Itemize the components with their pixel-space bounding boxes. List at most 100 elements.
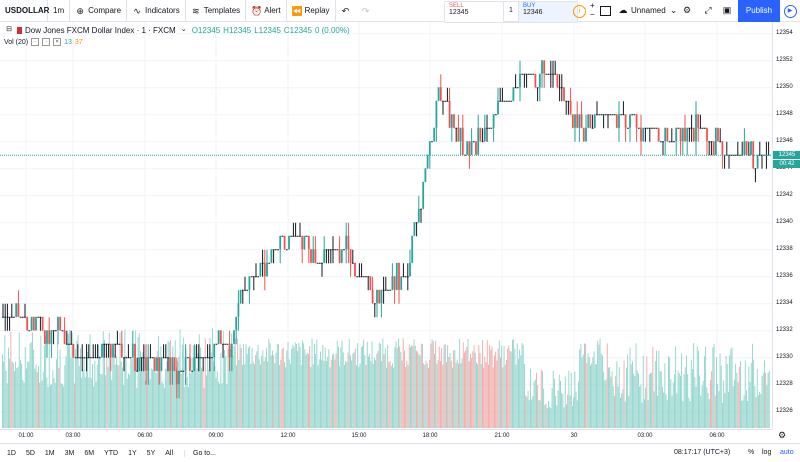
volume-bar — [599, 338, 601, 428]
volume-bar — [252, 361, 254, 428]
price-axis[interactable]: 1235412352123501234812346123441234212340… — [772, 22, 800, 429]
volume-bar — [620, 397, 621, 428]
clock[interactable]: 08:17:17 (UTC+3) — [674, 449, 731, 456]
chevron-down-icon[interactable]: ⌄ — [180, 26, 187, 33]
price-tick: 12350 — [776, 83, 793, 90]
time-tick: 06:00 — [709, 433, 725, 439]
price-bar-body — [684, 127, 686, 142]
layout-select-icon[interactable] — [600, 6, 611, 16]
gear-icon[interactable]: ⚙ — [682, 5, 692, 15]
alert-button[interactable]: ⏰ Alert — [246, 0, 287, 22]
axis-settings-icon[interactable]: ⚙ — [778, 430, 787, 440]
interval-button[interactable]: 1m — [48, 0, 71, 22]
price-bar-body — [607, 114, 609, 116]
range-button[interactable]: 5D — [25, 449, 35, 457]
price-bar-body — [19, 316, 22, 318]
volume-bar — [136, 387, 138, 428]
zoom-out-icon[interactable]: − — [590, 10, 595, 19]
volume-bar — [288, 359, 290, 428]
range-button[interactable]: 1D — [7, 449, 16, 457]
publish-menu-button[interactable]: ▶ — [780, 0, 800, 22]
range-button[interactable]: 1Y — [128, 449, 137, 457]
volume-bar — [224, 350, 225, 428]
time-axis[interactable]: 01:00 03:00 06:00 09:00 12:00 15:00 18:00 21:00… — [0, 429, 772, 443]
range-button[interactable]: 3M — [64, 449, 75, 457]
price-bar-body — [745, 141, 748, 155]
price-bar-body — [103, 343, 106, 345]
redo-button[interactable]: ↷ — [356, 0, 376, 22]
volume-bar — [483, 367, 485, 428]
publish-button[interactable]: Publish — [738, 0, 780, 22]
volume-bar — [621, 393, 623, 428]
volume-bar — [303, 343, 305, 428]
volume-bar — [200, 347, 201, 428]
goto-button[interactable]: Go to... — [184, 449, 224, 457]
sell-button[interactable]: SELL 12345 — [445, 2, 503, 22]
volume-bar — [342, 352, 344, 428]
legend-title[interactable]: Dow Jones FXCM Dollar Index · 1 · FXCM — [25, 25, 176, 35]
price-bar-body — [263, 262, 266, 277]
buy-button[interactable]: BUY 12346 — [519, 2, 577, 22]
volume-bar — [636, 370, 638, 428]
range-button[interactable]: YTD — [104, 449, 119, 457]
settings-icon[interactable]: · — [42, 38, 51, 46]
price-bar-body — [343, 249, 345, 251]
auto-toggle[interactable]: auto — [780, 449, 794, 456]
volume-bar — [550, 407, 552, 428]
volume-bar — [545, 403, 547, 428]
volume-bar — [92, 363, 93, 428]
volume-bar — [261, 356, 263, 428]
compare-button[interactable]: ⊕ Compare — [70, 0, 128, 22]
zoom-in-icon[interactable]: + — [590, 1, 595, 10]
volume-bar — [144, 380, 146, 428]
fullscreen-icon[interactable]: ⤢ — [704, 5, 712, 15]
volume-bar — [406, 360, 408, 428]
info-icon[interactable]: i — [573, 5, 586, 18]
price-bar-body — [613, 114, 616, 116]
camera-icon[interactable]: ▣ — [722, 5, 732, 15]
range-button[interactable]: All — [165, 449, 174, 457]
templates-button[interactable]: ≋ Templates — [186, 0, 247, 22]
price-bar-body — [750, 141, 752, 155]
range-button[interactable]: 1M — [44, 449, 55, 457]
volume-bar — [700, 395, 702, 428]
log-toggle[interactable]: log — [762, 449, 772, 456]
percent-toggle[interactable]: % — [748, 449, 755, 456]
volume-bar — [479, 353, 481, 428]
price-bar-body — [57, 316, 59, 331]
price-chart[interactable] — [0, 22, 772, 429]
hide-icon[interactable]: · — [31, 38, 40, 46]
price-bar-body — [563, 87, 565, 101]
volume-bar — [749, 382, 751, 428]
volume-bar — [266, 348, 267, 428]
price-bar-body — [543, 60, 546, 74]
volume-bar — [520, 355, 522, 428]
volume-bar — [353, 352, 355, 428]
legend-change: 0 (0.00%) — [314, 25, 350, 35]
volume-bar — [693, 343, 695, 428]
replay-button[interactable]: ⏪ Replay — [287, 0, 336, 22]
layout-name-button[interactable]: ☁ Unnamed ⌄ — [618, 5, 679, 15]
volume-bar — [357, 343, 359, 428]
price-bar-body — [373, 303, 376, 305]
close-icon[interactable]: × — [53, 38, 62, 46]
undo-button[interactable]: ↶ — [336, 0, 356, 22]
indicators-button[interactable]: ∿ Indicators — [127, 0, 186, 22]
price-bar-body — [380, 289, 383, 304]
price-bar-body — [85, 357, 88, 359]
price-bar-body — [68, 343, 70, 345]
price-bar-body — [87, 357, 90, 359]
range-button[interactable]: 6M — [84, 449, 95, 457]
volume-bar — [434, 354, 435, 428]
volume-label[interactable]: Vol (20) — [4, 38, 29, 46]
collapse-icon[interactable]: ⊟ — [6, 26, 12, 33]
volume-bar — [405, 367, 407, 428]
volume-bar — [525, 395, 527, 428]
volume-bar — [363, 339, 365, 428]
range-button[interactable]: 5Y — [146, 449, 156, 457]
price-bar-body — [602, 114, 605, 116]
symbol-search[interactable]: USDOLLAR — [0, 0, 49, 22]
volume-bar — [472, 351, 474, 428]
volume-bar — [238, 360, 240, 428]
price-bar-body — [567, 100, 570, 102]
